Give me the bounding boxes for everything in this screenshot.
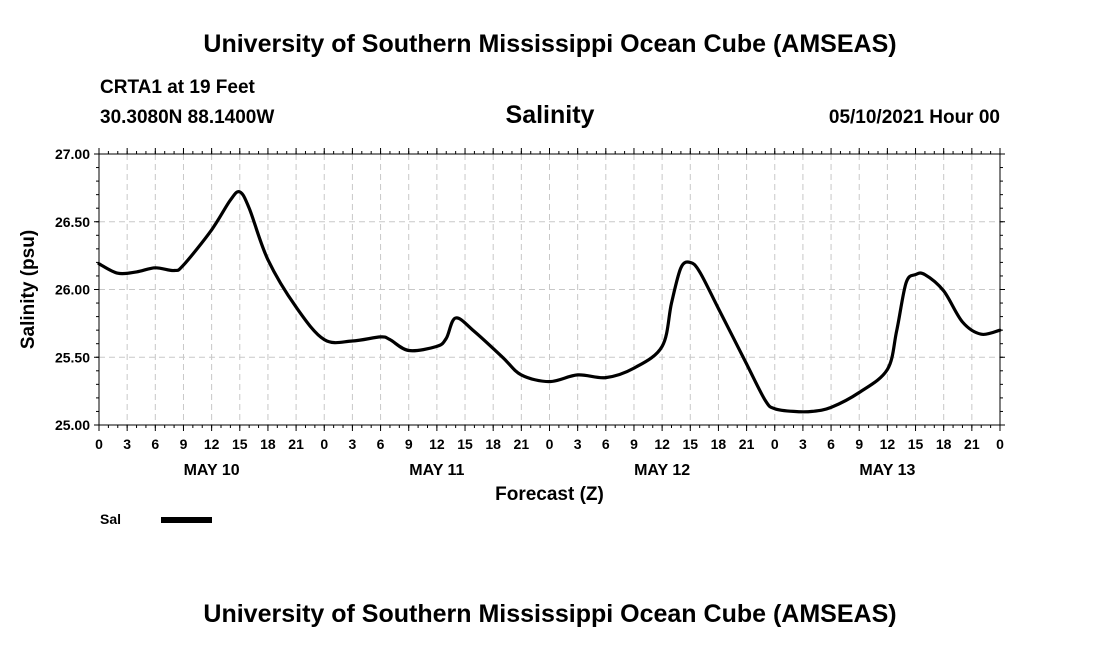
- x-tick-label: 3: [574, 436, 582, 452]
- x-tick-label: 3: [123, 436, 131, 452]
- y-tick-label: 27.00: [55, 146, 90, 162]
- y-axis-title: Salinity (psu): [18, 230, 39, 349]
- y-tick-label: 26.00: [55, 282, 90, 298]
- coordinates-label: 30.3080N 88.1400W: [100, 107, 275, 128]
- day-label: MAY 13: [859, 462, 915, 479]
- chart-title-bottom: University of Southern Mississippi Ocean…: [203, 600, 897, 628]
- day-label: MAY 12: [634, 462, 690, 479]
- grid-lines: [99, 154, 1000, 425]
- forecast-datetime: 05/10/2021 Hour 00: [828, 107, 1000, 128]
- day-label: MAY 11: [409, 462, 464, 479]
- x-tick-label: 9: [855, 436, 863, 452]
- x-tick-label: 6: [151, 436, 159, 452]
- x-tick-label: 21: [739, 436, 755, 452]
- legend-label: Sal: [100, 511, 121, 527]
- y-tick-label: 26.50: [55, 214, 90, 230]
- variable-title: Salinity: [505, 101, 595, 129]
- x-tick-label: 0: [320, 436, 328, 452]
- x-tick-label: 6: [602, 436, 610, 452]
- x-tick-label: 21: [964, 436, 980, 452]
- series-lines: [97, 190, 1002, 414]
- legend: Sal: [100, 511, 212, 527]
- x-tick-label: 18: [260, 436, 276, 452]
- x-tick-label: 18: [485, 436, 501, 452]
- x-tick-label: 12: [429, 436, 445, 452]
- x-tick-label: 0: [996, 436, 1004, 452]
- series-line-sal: [97, 190, 1002, 414]
- x-tick-label: 15: [457, 436, 473, 452]
- x-tick-label: 6: [377, 436, 385, 452]
- x-axis-title: Forecast (Z): [495, 484, 604, 505]
- x-tick-label: 12: [880, 436, 896, 452]
- x-tick-label: 9: [630, 436, 638, 452]
- x-tick-label: 21: [514, 436, 530, 452]
- plot-frame: [98, 153, 1001, 426]
- x-tick-label: 9: [180, 436, 188, 452]
- x-tick-label: 6: [827, 436, 835, 452]
- x-tick-label: 18: [711, 436, 727, 452]
- x-tick-label: 0: [546, 436, 554, 452]
- x-tick-label: 12: [654, 436, 670, 452]
- x-tick-label: 12: [204, 436, 220, 452]
- x-tick-label: 0: [771, 436, 779, 452]
- tick-labels: 25.00 25.50 26.00 26.50 27.00 0 3 6 9 12 15 18 21 0 3 6…: [55, 146, 1004, 479]
- x-tick-label: 3: [799, 436, 807, 452]
- x-tick-label: 9: [405, 436, 413, 452]
- y-tick-label: 25.50: [55, 349, 90, 365]
- x-tick-label: 18: [936, 436, 952, 452]
- x-tick-label: 15: [682, 436, 698, 452]
- x-tick-label: 15: [232, 436, 248, 452]
- x-tick-label: 3: [349, 436, 357, 452]
- station-label: CRTA1 at 19 Feet: [100, 77, 255, 98]
- x-tick-label: 15: [908, 436, 924, 452]
- x-tick-label: 0: [95, 436, 103, 452]
- day-label: MAY 10: [184, 462, 240, 479]
- x-tick-label: 21: [288, 436, 304, 452]
- y-tick-label: 25.00: [55, 417, 90, 433]
- chart-title-top: University of Southern Mississippi Ocean…: [203, 30, 897, 58]
